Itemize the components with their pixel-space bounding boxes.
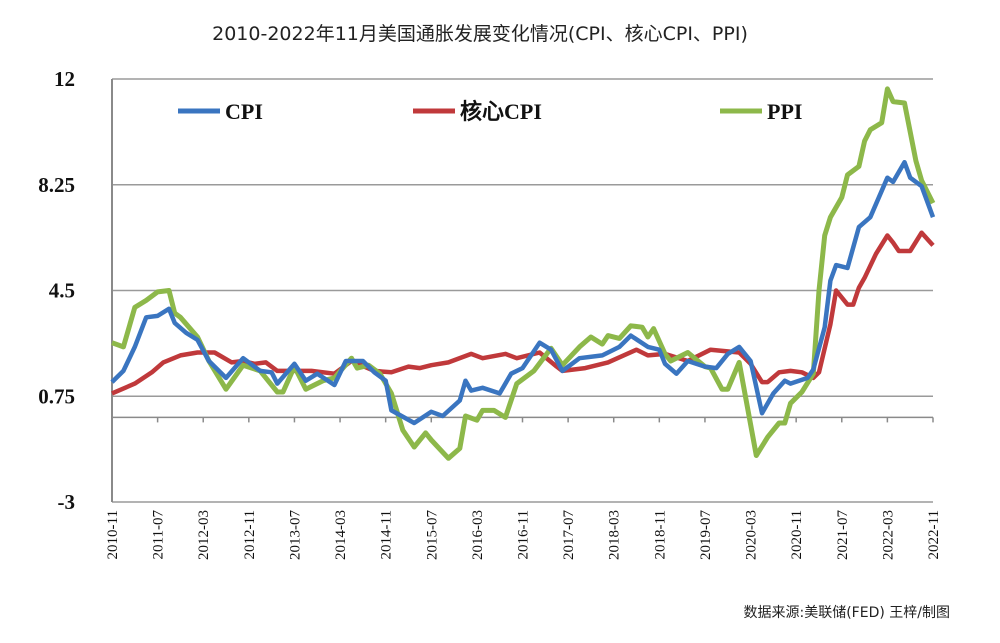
x-tick-label: 2020-11 [789,510,805,559]
series-line-ppi [111,86,936,461]
x-tick-label: 2014-11 [379,510,395,559]
x-tick-label: 2022-11 [926,510,942,559]
legend-label: 核心CPI [460,99,542,124]
y-tick-label: 8.25 [38,173,75,197]
series-line-core-cpi [111,230,935,396]
y-tick-label: -3 [58,490,76,514]
gridlines [112,78,933,503]
x-tick-label: 2016-11 [516,510,532,559]
y-tick-label: 0.75 [38,384,75,408]
x-tick-label: 2018-03 [607,510,623,560]
x-tick-label: 2014-03 [333,510,349,560]
series-lines [110,86,936,461]
y-tick-label: 4.5 [49,279,75,303]
x-tick-label: 2020-03 [744,510,760,560]
x-tick-label: 2016-03 [470,510,486,560]
legend: CPI 核心CPI PPI [178,99,802,124]
x-tick-label: 2022-03 [880,510,896,560]
x-tick-label: 2013-07 [287,510,303,560]
legend-label: PPI [767,99,802,124]
axes: 12 8.25 4.5 0.75 -3 2010-11 2011-07 2012-03 2012… [38,67,942,560]
x-tick-label: 2012-11 [242,510,258,559]
series-line-cpi [110,159,936,426]
x-tick-label: 2017-07 [561,510,577,560]
y-tick-label: 12 [54,67,75,91]
x-tick-label: 2012-03 [196,510,212,560]
x-tick-label: 2011-07 [151,510,167,560]
x-tick-label: 2021-07 [835,510,851,560]
chart-title: 2010-2022年11月美国通胀发展变化情况(CPI、核心CPI、PPI) [212,23,748,45]
x-tick-label: 2015-07 [424,510,440,560]
x-tick-label: 2010-11 [105,510,121,559]
x-tick-label: 2018-11 [652,510,668,559]
legend-label: CPI [225,99,263,124]
x-tick-label: 2019-07 [698,510,714,560]
data-source-note: 数据来源:美联储(FED) 王梓/制图 [744,605,951,621]
